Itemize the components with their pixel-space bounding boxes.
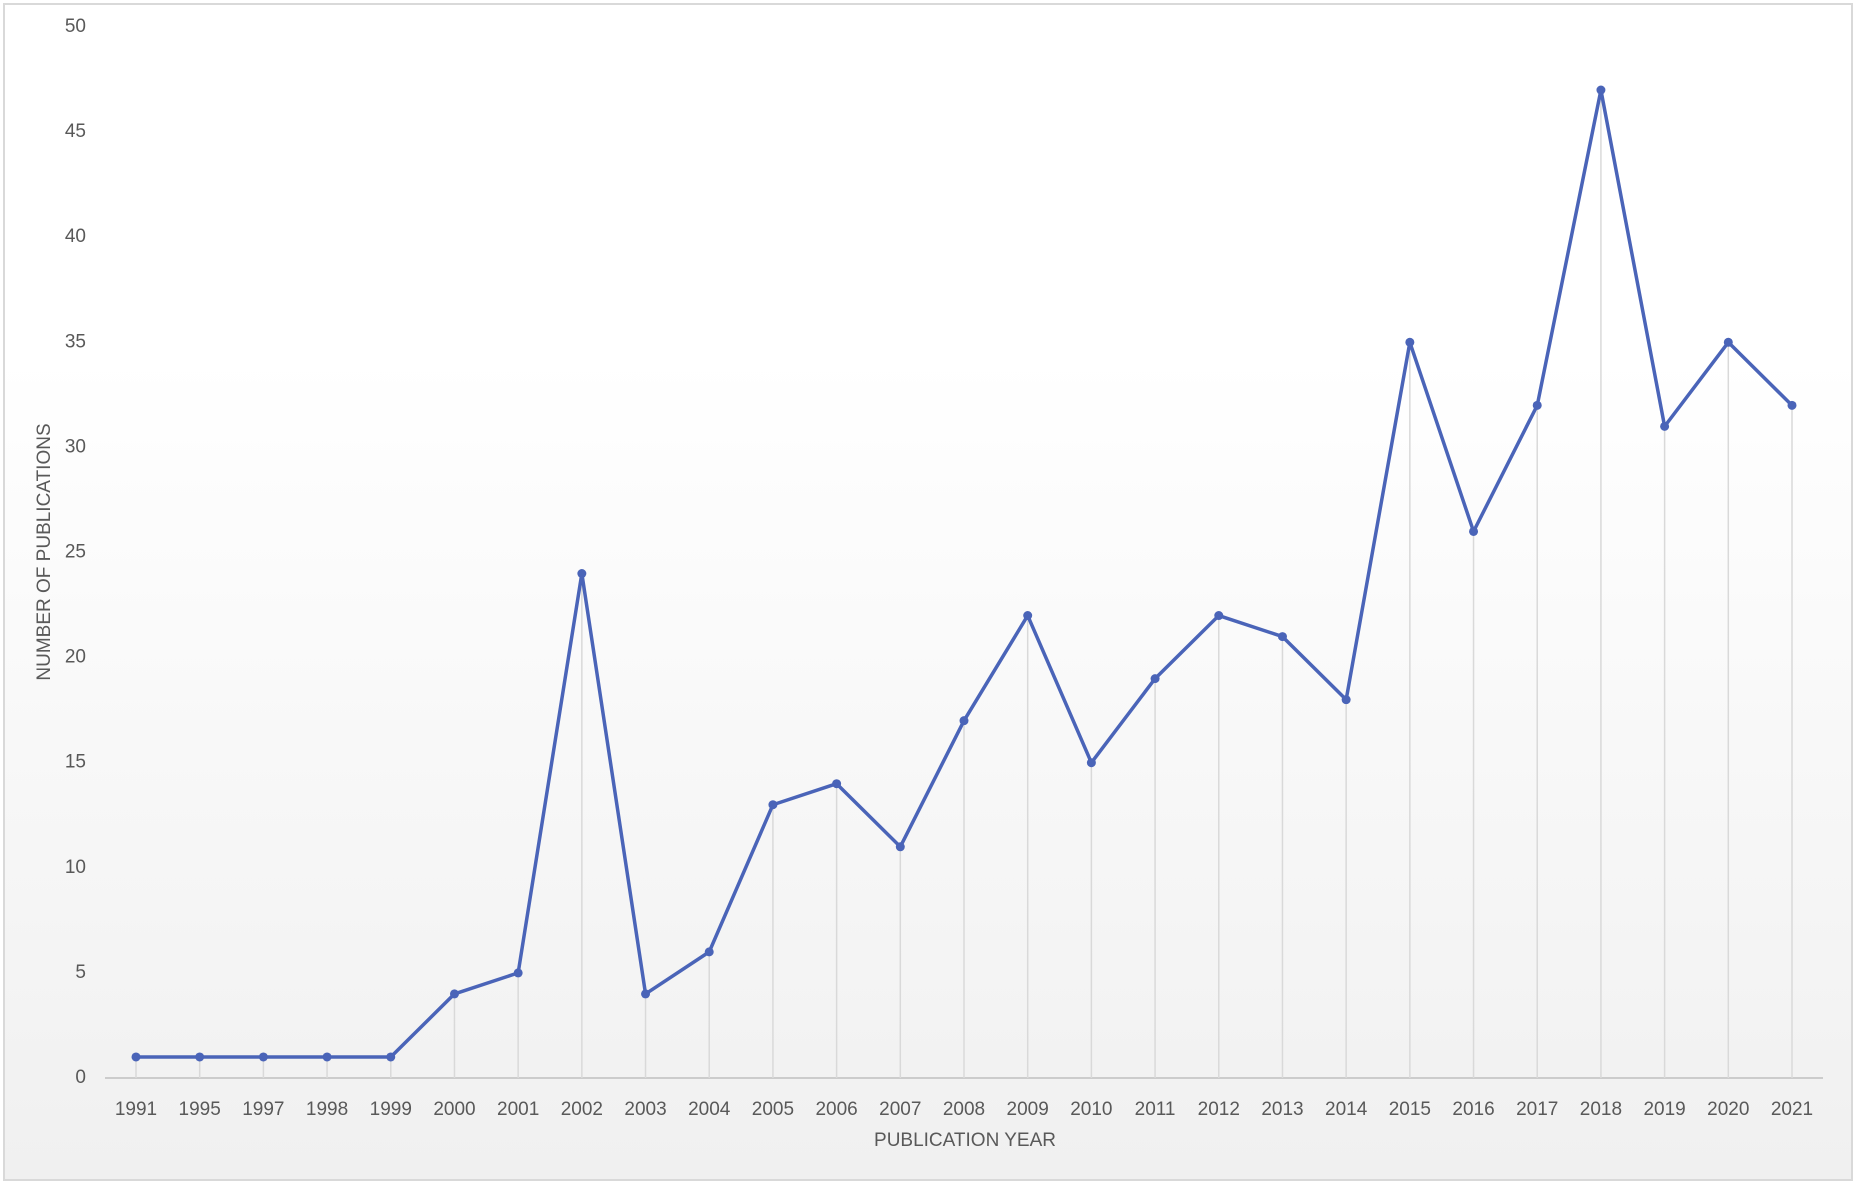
x-tick-label: 2006 — [815, 1099, 857, 1120]
x-tick-label: 2020 — [1707, 1099, 1749, 1120]
x-tick-label: 2009 — [1007, 1099, 1049, 1120]
data-point — [1023, 611, 1033, 621]
data-point — [131, 1052, 141, 1062]
data-point — [1787, 400, 1797, 410]
x-tick-label: 2007 — [879, 1099, 921, 1120]
x-tick-label: 2002 — [561, 1099, 603, 1120]
data-point — [513, 968, 523, 978]
data-point — [1532, 400, 1542, 410]
y-tick-label: 20 — [65, 647, 86, 668]
y-tick-label: 25 — [65, 542, 86, 563]
x-tick-label: 2004 — [688, 1099, 731, 1120]
y-axis-title: NUMBER OF PUBLICATIONS — [34, 423, 55, 680]
data-point — [641, 989, 651, 999]
data-point — [1596, 85, 1606, 95]
data-point — [768, 800, 778, 810]
data-point — [1660, 421, 1670, 431]
x-tick-label: 2000 — [433, 1099, 475, 1120]
data-point — [195, 1052, 205, 1062]
data-point — [1405, 337, 1415, 347]
data-point — [577, 569, 587, 579]
x-tick-label: 2005 — [752, 1099, 794, 1120]
data-point — [322, 1052, 332, 1062]
x-tick-label: 2016 — [1452, 1099, 1494, 1120]
y-tick-label: 35 — [65, 331, 86, 352]
x-axis-title: PUBLICATION YEAR — [874, 1130, 1056, 1151]
y-tick-label: 40 — [65, 226, 86, 247]
chart-frame — [3, 3, 1853, 1181]
y-tick-label: 0 — [75, 1067, 86, 1088]
data-point — [1277, 632, 1287, 642]
x-tick-label: 1997 — [242, 1099, 284, 1120]
data-point — [1341, 695, 1351, 705]
data-point — [386, 1052, 396, 1062]
x-tick-label: 2003 — [624, 1099, 666, 1120]
x-tick-label: 2018 — [1580, 1099, 1622, 1120]
x-tick-label: 2014 — [1325, 1099, 1368, 1120]
x-tick-label: 1995 — [179, 1099, 221, 1120]
y-tick-label: 50 — [65, 16, 86, 37]
data-point — [832, 779, 842, 789]
y-tick-label: 15 — [65, 752, 86, 773]
data-point — [1086, 758, 1096, 768]
x-tick-label: 2015 — [1389, 1099, 1431, 1120]
x-tick-label: 1999 — [370, 1099, 412, 1120]
x-tick-label: 1991 — [115, 1099, 157, 1120]
data-point — [704, 947, 714, 957]
y-tick-label: 45 — [65, 121, 86, 142]
x-tick-label: 2021 — [1771, 1099, 1813, 1120]
data-point — [1150, 674, 1160, 684]
x-tick-label: 2008 — [943, 1099, 985, 1120]
x-tick-label: 2011 — [1135, 1099, 1176, 1120]
x-tick-label: 2013 — [1261, 1099, 1303, 1120]
x-tick-label: 1998 — [306, 1099, 348, 1120]
y-tick-label: 5 — [75, 962, 86, 983]
x-tick-label: 2019 — [1643, 1099, 1685, 1120]
data-point — [1723, 337, 1733, 347]
data-point — [258, 1052, 268, 1062]
x-tick-label: 2010 — [1070, 1099, 1112, 1120]
x-tick-label: 2017 — [1516, 1099, 1558, 1120]
x-tick-label: 2012 — [1198, 1099, 1240, 1120]
data-point — [895, 842, 905, 852]
data-point — [449, 989, 459, 999]
data-point — [959, 716, 969, 726]
data-point — [1469, 526, 1479, 536]
y-tick-label: 10 — [65, 857, 86, 878]
data-point — [1214, 611, 1224, 621]
x-tick-label: 2001 — [497, 1099, 539, 1120]
y-tick-label: 30 — [65, 436, 86, 457]
